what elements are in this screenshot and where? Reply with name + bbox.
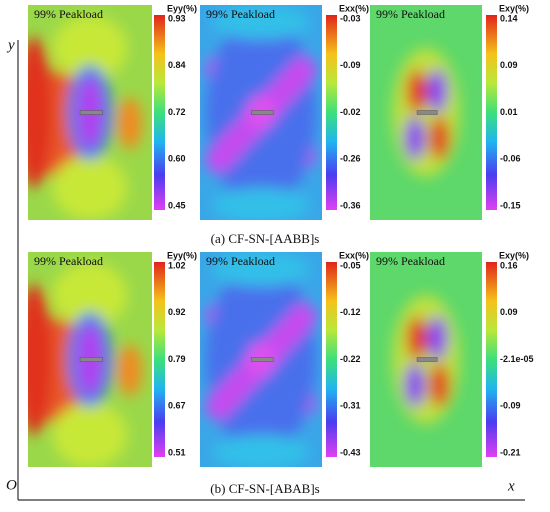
colorbar-tick-label: -0.12 [340, 307, 361, 317]
panel-label: 99% Peakload [34, 7, 103, 21]
y-axis-label: y [6, 37, 15, 53]
colorbar-title: Exy(%) [499, 250, 529, 260]
colorbar-tick-label: 0.60 [168, 154, 186, 164]
strain-blob [52, 262, 128, 328]
panel-label: 99% Peakload [376, 254, 445, 268]
colorbar-tick-label: -0.06 [500, 154, 521, 164]
colorbar-title: Exy(%) [499, 3, 529, 13]
strain-blob [404, 363, 425, 407]
origin-label: O [6, 477, 17, 493]
strain-blob [427, 69, 448, 113]
colorbar [486, 15, 497, 210]
colorbar-tick-label: 0.09 [500, 307, 518, 317]
colorbar-title: Exx(%) [339, 250, 369, 260]
colorbar-tick-label: 0.84 [168, 60, 186, 70]
colorbar-tick-label: 0.16 [500, 260, 518, 270]
colorbar-tick-label: -0.36 [340, 200, 361, 210]
colorbar-tick-label: -0.09 [340, 60, 361, 70]
strain-blob [28, 37, 53, 188]
crack [416, 357, 438, 362]
crack [250, 110, 274, 115]
panel-label: 99% Peakload [376, 7, 445, 21]
strain-field [370, 5, 482, 220]
strain-blob [117, 97, 143, 150]
strain-blob [429, 116, 450, 160]
colorbar-tick-label: 0.92 [168, 307, 186, 317]
colorbar-tick-label: 0.67 [168, 401, 186, 411]
colorbar-tick-label: -2.1e-05 [500, 354, 534, 364]
colorbar-tick-label: -0.09 [500, 401, 521, 411]
colorbar-tick-label: 0.72 [168, 107, 186, 117]
colorbar-title: Exx(%) [339, 3, 369, 13]
panel-label: 99% Peakload [206, 7, 275, 21]
colorbar-tick-label: 0.09 [500, 60, 518, 70]
strain-field [200, 5, 322, 220]
colorbar-tick-label: -0.21 [500, 447, 521, 457]
strain-field [28, 5, 152, 220]
strain-blob [28, 284, 53, 435]
colorbar-tick-label: -0.15 [500, 200, 521, 210]
strain-blob [117, 344, 143, 397]
colorbar [154, 262, 165, 457]
colorbar [326, 15, 337, 210]
colorbar-tick-label: 0.93 [168, 13, 186, 23]
strain-field [28, 252, 152, 467]
strain-blob [429, 363, 450, 407]
colorbar-title: Eyy(%) [167, 250, 197, 260]
panel-label: 99% Peakload [206, 254, 275, 268]
colorbar [326, 262, 337, 457]
strain-blob [404, 116, 425, 160]
colorbar-tick-label: 0.79 [168, 354, 186, 364]
colorbar-tick-label: 0.14 [500, 13, 518, 23]
strain-blob [406, 69, 428, 113]
strain-blob [212, 434, 310, 467]
strain-blob [212, 252, 310, 287]
colorbar-tick-label: -0.05 [340, 260, 361, 270]
crack [79, 110, 103, 115]
panel-label: 99% Peakload [34, 254, 103, 268]
strain-blob [212, 5, 310, 40]
colorbar-tick-label: -0.22 [340, 354, 361, 364]
strain-blob [406, 316, 428, 360]
colorbar-tick-label: -0.03 [340, 13, 361, 23]
crack [79, 357, 103, 362]
colorbar-tick-label: -0.43 [340, 447, 361, 457]
strain-blob [212, 187, 310, 220]
colorbar [486, 262, 497, 457]
strain-blob [52, 15, 128, 81]
strain-field [200, 252, 322, 467]
colorbar-tick-label: 1.02 [168, 260, 186, 270]
strain-blob [52, 155, 128, 220]
colorbar-tick-label: -0.31 [340, 401, 361, 411]
colorbar [154, 15, 165, 210]
colorbar-tick-label: 0.45 [168, 200, 186, 210]
x-axis-label: x [507, 478, 515, 494]
crack [250, 357, 274, 362]
colorbar-tick-label: -0.02 [340, 107, 361, 117]
crack [416, 110, 438, 115]
colorbar-tick-label: 0.51 [168, 447, 186, 457]
colorbar-title: Eyy(%) [167, 3, 197, 13]
strain-blob [52, 402, 128, 467]
row-caption: (a) CF-SN-[AABB]s [211, 231, 320, 246]
colorbar-tick-label: 0.01 [500, 107, 518, 117]
colorbar-tick-label: -0.26 [340, 154, 361, 164]
strain-field [370, 252, 482, 467]
strain-blob [427, 316, 448, 360]
row-caption: (b) CF-SN-[ABAB]s [210, 481, 319, 496]
